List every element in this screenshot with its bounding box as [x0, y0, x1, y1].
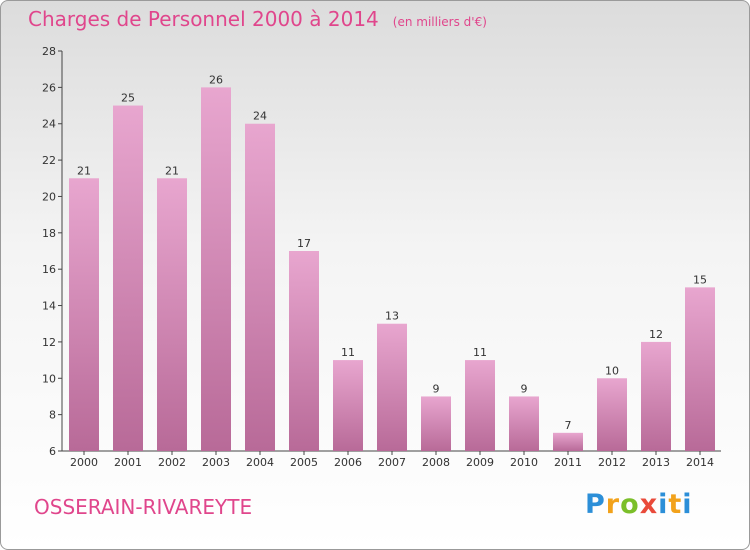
data-label-2000: 21	[77, 164, 91, 177]
data-label-2002: 21	[165, 164, 179, 177]
data-label-2011: 7	[565, 419, 572, 432]
x-tick-label-2011: 2011	[554, 456, 582, 469]
y-tick-label: 24	[42, 118, 56, 131]
labels: 21 2000 25 2001 21 2002 26 2003 24 2004 17 2005 11 20…	[70, 73, 714, 469]
bar-2003	[201, 87, 231, 451]
data-label-2003: 26	[209, 73, 223, 86]
y-tick-label: 10	[42, 372, 56, 385]
x-tick-label-2007: 2007	[378, 456, 406, 469]
chart-title: Charges de Personnel 2000 à 2014 (en mill…	[28, 7, 487, 31]
x-tick-label-2004: 2004	[246, 456, 274, 469]
y-tick-label: 16	[42, 263, 56, 276]
data-label-2009: 11	[473, 346, 487, 359]
data-label-2004: 24	[253, 110, 267, 123]
bar-2000	[69, 178, 99, 452]
bar-2013	[641, 341, 671, 451]
bar-2008	[421, 396, 451, 451]
x-tick-label-2001: 2001	[114, 456, 142, 469]
data-label-2012: 10	[605, 364, 619, 377]
x-tick-label-2005: 2005	[290, 456, 318, 469]
data-label-2001: 25	[121, 92, 135, 105]
data-label-2005: 17	[297, 237, 311, 250]
x-tick-label-2012: 2012	[598, 456, 626, 469]
bar-2007	[377, 323, 407, 451]
x-tick-label-2002: 2002	[158, 456, 186, 469]
y-tick-label: 8	[49, 409, 56, 422]
y-tick-label: 22	[42, 154, 56, 167]
bar-2014	[685, 287, 715, 451]
bar-2002	[157, 178, 187, 452]
data-label-2014: 15	[693, 273, 707, 286]
y-tick-label: 26	[42, 81, 56, 94]
bars	[69, 87, 715, 452]
commune-name: OSSERAIN-RIVAREYTE	[34, 495, 253, 519]
data-label-2010: 9	[521, 382, 528, 395]
x-tick-label-2014: 2014	[686, 456, 714, 469]
y-tick-label: 6	[49, 445, 56, 458]
x-tick-label-2013: 2013	[642, 456, 670, 469]
bar-2001	[113, 105, 143, 451]
bar-2004	[245, 123, 275, 452]
y-tick-label: 18	[42, 227, 56, 240]
x-tick-label-2006: 2006	[334, 456, 362, 469]
data-label-2008: 9	[433, 382, 440, 395]
x-tick-label-2003: 2003	[202, 456, 230, 469]
x-tick-label-2009: 2009	[466, 456, 494, 469]
data-label-2006: 11	[341, 346, 355, 359]
bar-2006	[333, 360, 363, 451]
y-tick-label: 28	[42, 45, 56, 58]
y-tick-label: 14	[42, 300, 56, 313]
y-tick-label: 20	[42, 190, 56, 203]
proxiti-logo: Proxiti	[585, 489, 693, 520]
bar-2009	[465, 360, 495, 451]
bar-2011	[553, 432, 583, 451]
data-label-2013: 12	[649, 328, 663, 341]
x-tick-label-2000: 2000	[70, 456, 98, 469]
y-tick-label: 12	[42, 336, 56, 349]
bar-2005	[289, 251, 319, 451]
bar-2010	[509, 396, 539, 451]
data-label-2007: 13	[385, 310, 399, 323]
chart-title-text: Charges de Personnel 2000 à 2014	[28, 7, 379, 31]
chart-unit: (en milliers d'€)	[392, 15, 487, 29]
x-tick-label-2008: 2008	[422, 456, 450, 469]
bar-2012	[597, 378, 627, 451]
x-tick-label-2010: 2010	[510, 456, 538, 469]
